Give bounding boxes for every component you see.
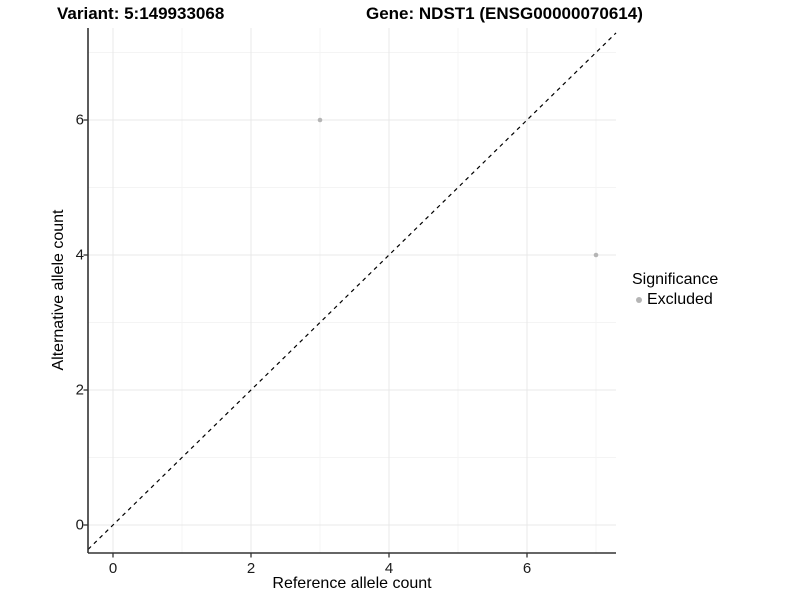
- gridlines-minor: [88, 28, 616, 553]
- y-axis-title: Alternative allele count: [50, 209, 67, 371]
- data-points: [317, 117, 599, 258]
- y-tick-label: 6: [75, 111, 84, 129]
- y-tick-label: 0: [75, 516, 84, 534]
- plot-title-gene: Gene: NDST1 (ENSG00000070614): [366, 4, 643, 23]
- legend: Significance Excluded: [632, 271, 718, 309]
- data-point: [317, 117, 323, 123]
- x-axis-title: Reference allele count: [272, 575, 432, 592]
- legend-item-label: Excluded: [647, 291, 713, 308]
- legend-point-icon: [636, 297, 642, 303]
- y-tick-label: 4: [75, 246, 84, 264]
- legend-title: Significance: [632, 271, 719, 288]
- axis-lines: [87, 28, 616, 554]
- legend-item-excluded: Excluded: [632, 291, 718, 309]
- data-point: [593, 252, 599, 258]
- x-tick-label: 2: [246, 560, 256, 577]
- gridlines-major: [88, 28, 616, 553]
- tick-marks: [83, 119, 528, 558]
- y-tick-label: 2: [75, 381, 84, 399]
- x-tick-label: 4: [384, 560, 394, 577]
- x-tick-label: 6: [522, 560, 532, 577]
- identity-line: [87, 32, 617, 550]
- x-tick-label: 0: [108, 560, 118, 577]
- plot-title-variant: Variant: 5:149933068: [57, 4, 225, 23]
